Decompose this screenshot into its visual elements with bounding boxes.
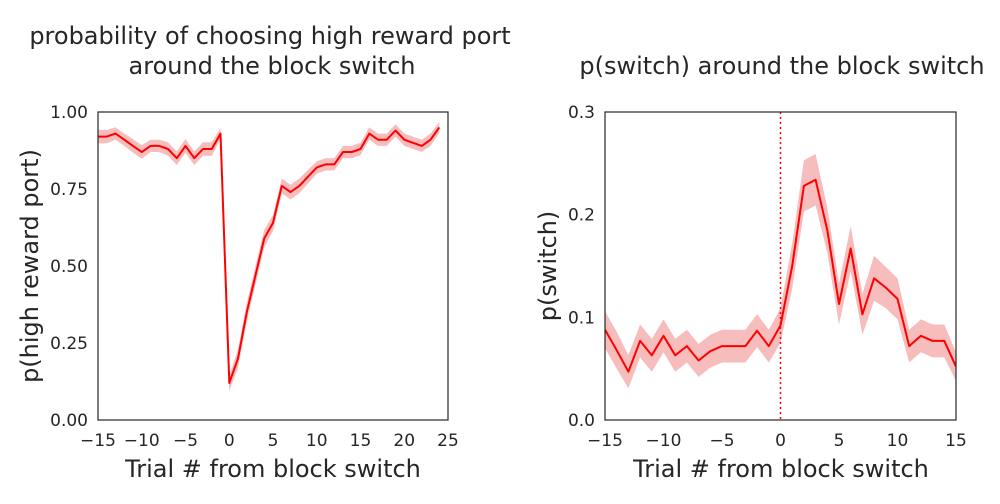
chart-left-series-line (98, 126, 441, 384)
chart-right-y-tick-label: 0.3 (568, 103, 595, 123)
chart-left-y-tick-label: 0.75 (50, 180, 88, 200)
chart-right-confidence-band (605, 154, 956, 389)
chart-left-y-axis-label: p(high reward port) (16, 149, 44, 383)
chart-left: probability of choosing high reward port… (16, 22, 511, 483)
chart-left-y-tick-label: 1.00 (50, 103, 88, 123)
chart-right-x-tick-label: 10 (887, 431, 909, 451)
chart-right-y-tick-label: 0.1 (568, 308, 595, 328)
chart-right-y-axis-label: p(switch) (534, 211, 562, 322)
chart-left-frame (97, 111, 449, 421)
chart-right-x-tick-label: 15 (945, 431, 967, 451)
chart-right: p(switch) around the block switch −15 −10… (534, 52, 985, 483)
chart-left-x-tick-label: −10 (124, 431, 160, 451)
chart-left-x-tick-label: 15 (350, 431, 372, 451)
chart-right-x-tick-label: 5 (834, 431, 845, 451)
chart-right-frame (604, 111, 957, 421)
chart-right-x-tick-label: −5 (709, 431, 734, 451)
chart-left-x-tick-label: 20 (393, 431, 415, 451)
chart-left-x-tick-label: 0 (224, 431, 235, 451)
chart-left-x-tick-label: 25 (437, 431, 459, 451)
chart-left-y-tick-label: 0.00 (50, 411, 88, 431)
chart-left-y-tick-label: 0.25 (50, 334, 88, 354)
chart-right-x-tick-label: 0 (775, 431, 786, 451)
chart-left-x-tick-label: −5 (173, 431, 198, 451)
chart-right-series-line (605, 178, 956, 373)
chart-left-confidence-band (98, 121, 440, 391)
chart-left-x-axis-label: Trial # from block switch (124, 455, 421, 483)
chart-right-y-tick-label: 0.0 (568, 411, 595, 431)
chart-left-x-tick-label: 5 (268, 431, 279, 451)
chart-right-x-axis-label: Trial # from block switch (632, 455, 929, 483)
chart-left-x-tick-label: 10 (306, 431, 328, 451)
chart-right-x-tick-label: −10 (646, 431, 682, 451)
chart-left-x-tick-label: −15 (80, 431, 116, 451)
chart-right-y-tick-label: 0.2 (568, 206, 595, 226)
chart-right-title: p(switch) around the block switch (579, 52, 984, 80)
chart-left-title-line2: around the block switch (129, 52, 416, 80)
chart-left-y-tick-label: 0.50 (50, 257, 88, 277)
chart-left-title-line1: probability of choosing high reward port (29, 22, 510, 50)
chart-right-x-tick-label: −15 (587, 431, 623, 451)
